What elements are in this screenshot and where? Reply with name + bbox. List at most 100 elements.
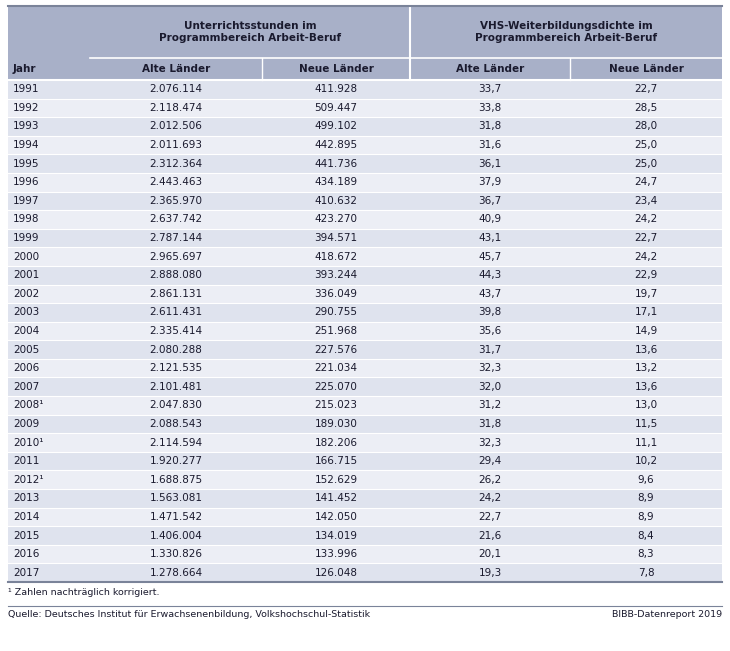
Bar (8, 229, 722, 247)
Bar (8, 489, 722, 508)
Bar (8, 284, 722, 303)
Text: 25,0: 25,0 (634, 159, 658, 169)
Text: 2010¹: 2010¹ (13, 437, 44, 447)
Bar (8, 396, 722, 415)
Text: 7,8: 7,8 (638, 568, 654, 577)
Text: 26,2: 26,2 (478, 475, 502, 485)
Text: 1.330.826: 1.330.826 (150, 549, 202, 559)
Text: 25,0: 25,0 (634, 140, 658, 150)
Text: Quelle: Deutsches Institut für Erwachsenenbildung, Volkshochschul-Statistik: Quelle: Deutsches Institut für Erwachsen… (8, 610, 370, 619)
Text: 2.101.481: 2.101.481 (150, 381, 202, 392)
Bar (8, 415, 722, 434)
Text: 32,3: 32,3 (478, 437, 502, 447)
Text: 1998: 1998 (13, 214, 39, 225)
Text: 394.571: 394.571 (315, 233, 358, 243)
Text: 2014: 2014 (13, 512, 39, 522)
Text: 166.715: 166.715 (315, 456, 358, 466)
Bar (8, 471, 722, 489)
Text: 13,6: 13,6 (634, 381, 658, 392)
Text: 2.012.506: 2.012.506 (150, 122, 202, 132)
Bar (8, 136, 722, 154)
Text: Neue Länder: Neue Länder (299, 64, 374, 74)
Bar (8, 98, 722, 117)
Text: 22,7: 22,7 (478, 512, 502, 522)
Text: 189.030: 189.030 (315, 419, 358, 429)
Text: 32,3: 32,3 (478, 363, 502, 373)
Text: 290.755: 290.755 (315, 307, 358, 318)
Text: 227.576: 227.576 (315, 344, 358, 355)
Text: 2013: 2013 (13, 493, 39, 503)
Text: 45,7: 45,7 (478, 252, 502, 262)
Text: 2015: 2015 (13, 531, 39, 540)
Text: 31,8: 31,8 (478, 122, 502, 132)
Text: 2.312.364: 2.312.364 (150, 159, 202, 169)
Text: 8,4: 8,4 (638, 531, 654, 540)
Text: 20,1: 20,1 (478, 549, 502, 559)
Bar (8, 563, 722, 582)
Bar (8, 247, 722, 266)
Text: 2.088.543: 2.088.543 (150, 419, 202, 429)
Bar (8, 434, 722, 452)
Text: 2002: 2002 (13, 289, 39, 299)
Bar (8, 191, 722, 210)
Text: 8,9: 8,9 (638, 512, 654, 522)
Text: Unterrichtsstunden im
Programmbereich Arbeit-Beruf: Unterrichtsstunden im Programmbereich Ar… (159, 21, 341, 43)
Text: 1.278.664: 1.278.664 (150, 568, 202, 577)
Text: 1.688.875: 1.688.875 (150, 475, 202, 485)
Text: 31,2: 31,2 (478, 400, 502, 410)
Text: 11,5: 11,5 (634, 419, 658, 429)
Bar (8, 154, 722, 173)
Bar (8, 508, 722, 526)
Text: 35,6: 35,6 (478, 326, 502, 336)
Text: 393.244: 393.244 (315, 270, 358, 280)
Text: 2017: 2017 (13, 568, 39, 577)
Text: 33,8: 33,8 (478, 103, 502, 113)
Text: 24,2: 24,2 (634, 214, 658, 225)
Text: 9,6: 9,6 (638, 475, 654, 485)
Text: 36,7: 36,7 (478, 196, 502, 206)
Text: 2007: 2007 (13, 381, 39, 392)
Text: 2.335.414: 2.335.414 (150, 326, 202, 336)
Text: 13,0: 13,0 (634, 400, 658, 410)
Text: 1991: 1991 (13, 84, 39, 94)
Text: 2.965.697: 2.965.697 (150, 252, 202, 262)
Bar (8, 526, 722, 545)
Text: 2005: 2005 (13, 344, 39, 355)
Text: 499.102: 499.102 (315, 122, 358, 132)
Text: 28,0: 28,0 (634, 122, 658, 132)
Text: 24,2: 24,2 (478, 493, 502, 503)
Text: 509.447: 509.447 (315, 103, 358, 113)
Text: 13,6: 13,6 (634, 344, 658, 355)
Bar (8, 378, 722, 396)
Text: 32,0: 32,0 (478, 381, 502, 392)
Text: 24,7: 24,7 (634, 177, 658, 187)
Text: 2001: 2001 (13, 270, 39, 280)
Text: 2.121.535: 2.121.535 (150, 363, 202, 373)
Bar (8, 210, 722, 229)
Text: 141.452: 141.452 (315, 493, 358, 503)
Text: 40,9: 40,9 (478, 214, 502, 225)
Text: 43,7: 43,7 (478, 289, 502, 299)
Text: 2016: 2016 (13, 549, 39, 559)
Text: 10,2: 10,2 (634, 456, 658, 466)
Text: 31,7: 31,7 (478, 344, 502, 355)
Text: 2.365.970: 2.365.970 (150, 196, 202, 206)
Text: 442.895: 442.895 (315, 140, 358, 150)
Text: 2003: 2003 (13, 307, 39, 318)
Text: 31,8: 31,8 (478, 419, 502, 429)
Text: 152.629: 152.629 (315, 475, 358, 485)
Text: 225.070: 225.070 (315, 381, 358, 392)
Text: 133.996: 133.996 (315, 549, 358, 559)
Text: 2009: 2009 (13, 419, 39, 429)
Text: 221.034: 221.034 (315, 363, 358, 373)
Text: 33,7: 33,7 (478, 84, 502, 94)
Bar (8, 58, 722, 80)
Text: 1.920.277: 1.920.277 (150, 456, 202, 466)
Text: 418.672: 418.672 (315, 252, 358, 262)
Text: ¹ Zahlen nachträglich korrigiert.: ¹ Zahlen nachträglich korrigiert. (8, 588, 159, 597)
Text: 44,3: 44,3 (478, 270, 502, 280)
Text: 23,4: 23,4 (634, 196, 658, 206)
Text: 2.611.431: 2.611.431 (150, 307, 202, 318)
Text: 39,8: 39,8 (478, 307, 502, 318)
Text: 2006: 2006 (13, 363, 39, 373)
